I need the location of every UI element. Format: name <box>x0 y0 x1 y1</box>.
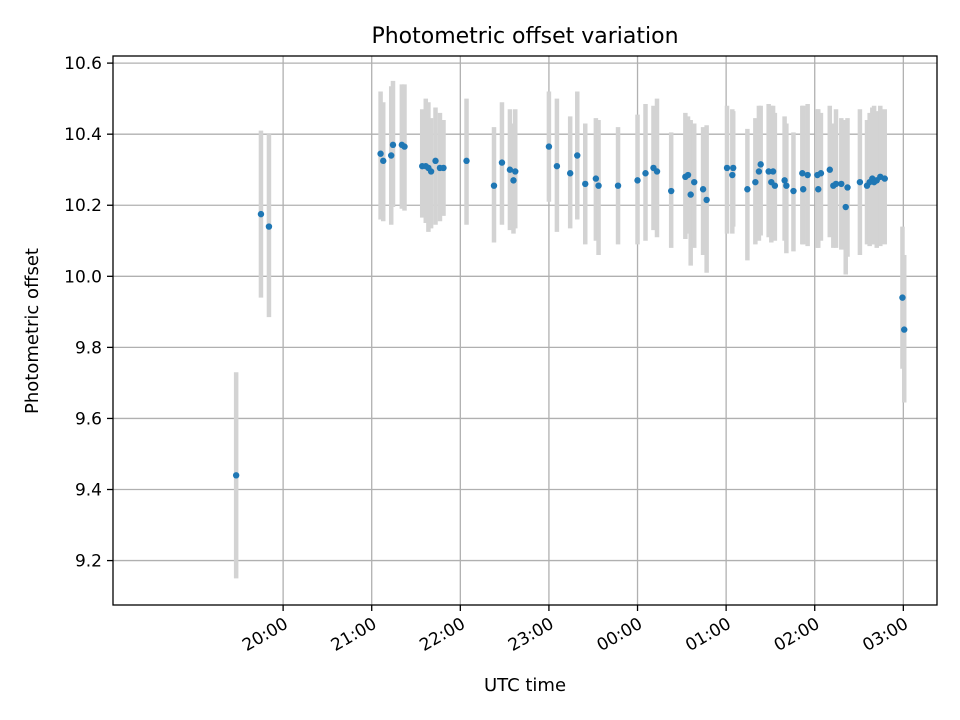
error-bars <box>233 80 907 579</box>
data-point <box>781 177 788 184</box>
data-point <box>595 182 602 189</box>
x-axis: 20:00 21:00 22:00 23:00 00:00 01:00 02:00 03:00 <box>239 605 912 656</box>
x-tick-label: 21:00 <box>328 614 380 656</box>
data-point <box>838 180 845 188</box>
y-tick-label: 10.4 <box>64 125 102 145</box>
data-point <box>642 170 649 177</box>
data-point <box>553 162 561 170</box>
data-point <box>427 168 435 175</box>
y-tick-label: 9.6 <box>75 409 102 429</box>
data-point <box>815 186 822 193</box>
data-point <box>389 141 397 149</box>
plot-frame <box>112 55 938 606</box>
data-point <box>783 182 790 189</box>
data-point <box>817 170 825 177</box>
data-point <box>265 223 273 230</box>
data-point <box>510 177 517 184</box>
data-point <box>545 143 553 150</box>
data-point <box>699 186 707 193</box>
chart-title: Photometric offset variation <box>371 24 678 49</box>
y-tick-label: 9.8 <box>75 338 102 358</box>
data-point <box>232 472 240 479</box>
data-point <box>440 164 447 172</box>
data-point <box>804 171 811 179</box>
data-point <box>498 159 506 166</box>
data-point <box>881 175 888 182</box>
data-point <box>757 161 764 168</box>
data-point <box>842 203 849 211</box>
data-point <box>512 168 519 175</box>
data-point <box>592 175 600 182</box>
data-point <box>614 182 622 189</box>
data-point <box>856 178 864 186</box>
x-tick-label: 02:00 <box>771 614 823 656</box>
data-point <box>634 177 641 184</box>
data-point <box>506 166 514 173</box>
data-point <box>388 152 395 159</box>
data-points <box>232 141 908 479</box>
data-point <box>432 157 439 165</box>
x-tick-label: 23:00 <box>505 614 557 656</box>
x-tick-label: 01:00 <box>682 614 734 656</box>
data-point <box>755 168 763 175</box>
data-point <box>800 186 807 193</box>
y-tick-label: 9.4 <box>75 481 102 501</box>
data-point <box>401 143 408 150</box>
data-point <box>901 326 908 333</box>
data-point <box>729 171 736 179</box>
y-tick-label: 9.2 <box>75 552 102 572</box>
y-tick-label: 10.6 <box>64 54 102 74</box>
data-point <box>832 180 840 188</box>
data-point <box>844 184 851 191</box>
x-tick-label: 03:00 <box>859 614 911 656</box>
y-tick-label: 10.0 <box>64 267 102 287</box>
data-point <box>257 210 265 218</box>
data-point <box>744 186 751 193</box>
data-point <box>582 180 589 188</box>
data-point <box>799 170 806 177</box>
data-point <box>899 294 906 301</box>
data-point <box>691 178 698 186</box>
data-point <box>790 187 797 195</box>
data-point <box>653 168 661 175</box>
data-point <box>826 166 833 173</box>
data-point <box>723 164 731 172</box>
data-point <box>687 191 694 198</box>
data-point <box>490 182 498 189</box>
data-point <box>703 196 710 204</box>
data-point <box>684 171 692 179</box>
x-axis-label: UTC time <box>484 675 566 696</box>
x-tick-label: 22:00 <box>416 614 468 656</box>
data-point <box>769 168 777 175</box>
data-point <box>667 187 675 195</box>
data-point <box>566 170 574 177</box>
data-point <box>765 168 772 175</box>
data-point <box>463 157 470 165</box>
x-tick-label: 20:00 <box>239 614 291 656</box>
y-tick-label: 10.2 <box>64 196 102 216</box>
data-point <box>730 164 737 172</box>
y-axis: 9.2 9.4 9.6 9.8 10.0 10.2 10.4 10.6 <box>64 54 113 572</box>
data-point <box>752 178 759 186</box>
data-point <box>377 150 384 157</box>
data-point <box>380 157 387 165</box>
x-tick-label: 00:00 <box>594 614 646 656</box>
y-axis-label: Photometric offset <box>22 248 43 414</box>
data-point <box>771 182 779 189</box>
data-point <box>574 152 581 159</box>
